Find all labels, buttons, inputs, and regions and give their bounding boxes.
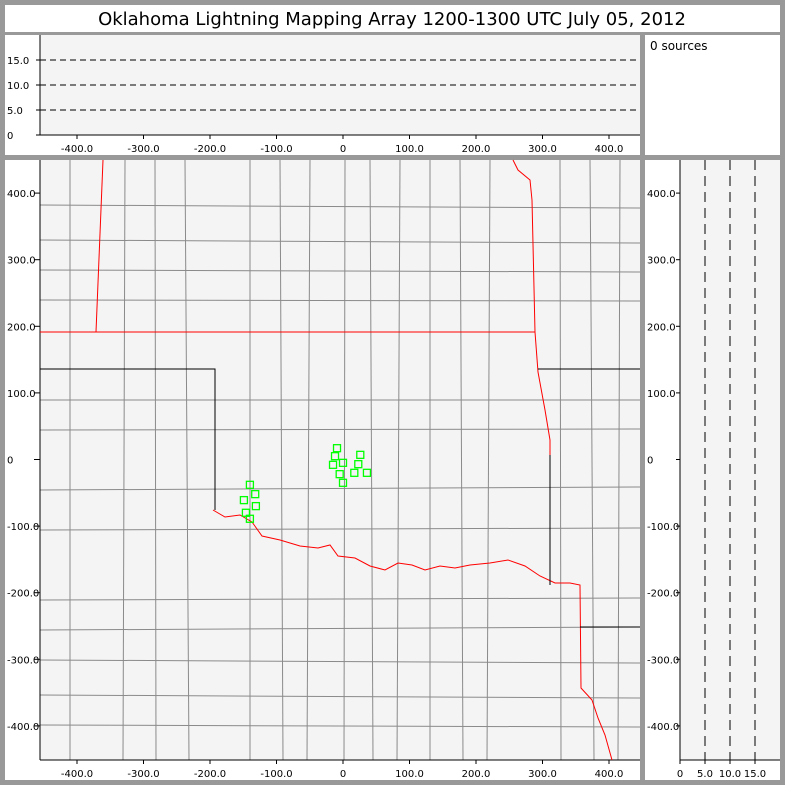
county-line	[589, 159, 595, 761]
station-marker	[338, 458, 348, 467]
county-line	[39, 626, 641, 631]
county-line	[39, 694, 641, 699]
county-line	[559, 159, 562, 761]
y-tick-label: -200.0	[647, 589, 679, 600]
county-line	[396, 159, 401, 761]
county-line	[39, 269, 641, 273]
station-marker	[328, 460, 338, 469]
county-line	[39, 659, 641, 664]
station-marker	[362, 468, 372, 477]
x-tick-label: 400.0	[595, 769, 624, 780]
state-boundaries	[40, 159, 640, 761]
x-tick-label: 200.0	[462, 144, 491, 155]
county-line	[343, 159, 346, 761]
station-marker	[354, 460, 363, 469]
y-tick-label: 300.0	[647, 256, 676, 267]
station-marker	[356, 450, 365, 459]
x-tick-label: 300.0	[528, 769, 557, 780]
county-line	[39, 724, 641, 728]
y-tick-label: 100.0	[647, 389, 676, 400]
y-tick-label: -100.0	[647, 522, 679, 533]
county-line	[39, 428, 641, 431]
y-tick-label: 100.0	[7, 389, 36, 400]
x-tick-label: -300.0	[127, 144, 159, 155]
y-tick-label: -400.0	[647, 722, 679, 733]
y-tick-label: 400.0	[647, 189, 676, 200]
y-tick-label: 200.0	[647, 322, 676, 333]
station-marker	[350, 468, 359, 477]
county-line	[39, 527, 641, 531]
county-line	[369, 159, 374, 761]
station-marker	[245, 480, 255, 489]
y-tick-label: 400.0	[7, 189, 36, 200]
x-tick-label: 0	[340, 144, 346, 155]
county-line	[39, 299, 641, 302]
title-panel	[5, 5, 780, 32]
county-boundaries	[39, 159, 641, 761]
county-line	[154, 159, 157, 761]
x-tick-label: -400.0	[61, 144, 93, 155]
x-tick-label: -200.0	[194, 144, 226, 155]
x-tick-label: -100.0	[260, 769, 292, 780]
station-marker	[330, 452, 340, 461]
county-line	[184, 159, 190, 761]
x-tick-label: 200.0	[462, 769, 491, 780]
y-tick-label: 15.0	[7, 56, 29, 67]
x-tick-label: -400.0	[61, 769, 93, 780]
x-tick-label: 0	[340, 769, 346, 780]
x-tick-label: 10.0	[719, 769, 741, 780]
station-marker	[245, 514, 255, 523]
y-tick-label: 200.0	[7, 322, 36, 333]
y-tick-label: -300.0	[7, 655, 39, 666]
x-tick-label: 400.0	[595, 144, 624, 155]
y-tick-label: -100.0	[7, 522, 39, 533]
x-tick-label: 100.0	[395, 769, 424, 780]
y-tick-label: 300.0	[7, 256, 36, 267]
y-tick-label: -400.0	[7, 722, 39, 733]
county-line	[617, 159, 621, 761]
station-marker	[332, 444, 342, 453]
x-tick-label: 15.0	[744, 769, 766, 780]
y-tick-label: 0	[7, 131, 13, 142]
station-marker	[251, 501, 261, 511]
station-marker	[338, 478, 348, 487]
station-marker	[251, 489, 260, 499]
county-line	[39, 239, 641, 244]
x-tick-label: 100.0	[395, 144, 424, 155]
county-line	[279, 159, 284, 761]
x-tick-label: 300.0	[528, 144, 557, 155]
y-tick-label: 10.0	[7, 81, 29, 92]
y-tick-label: 0	[647, 456, 653, 467]
county-line	[459, 159, 464, 761]
x-tick-label: 5.0	[697, 769, 713, 780]
y-tick-label: -300.0	[647, 655, 679, 666]
x-tick-label: -100.0	[260, 144, 292, 155]
county-line	[39, 204, 641, 209]
y-tick-label: -200.0	[7, 589, 39, 600]
figure-title: Oklahoma Lightning Mapping Array 1200-13…	[98, 9, 686, 30]
station-marker	[335, 470, 344, 479]
x-tick-label: -300.0	[127, 769, 159, 780]
y-tick-label: 5.0	[7, 106, 23, 117]
station-marker	[239, 495, 249, 505]
county-line	[39, 486, 641, 491]
x-tick-label: 0	[677, 769, 683, 780]
sources-count: 0 sources	[650, 39, 708, 53]
sources-panel	[645, 35, 780, 155]
county-line	[486, 159, 491, 761]
county-line	[39, 597, 641, 601]
y-tick-label: 0	[7, 456, 13, 467]
county-line	[306, 159, 311, 761]
x-tick-label: -200.0	[194, 769, 226, 780]
